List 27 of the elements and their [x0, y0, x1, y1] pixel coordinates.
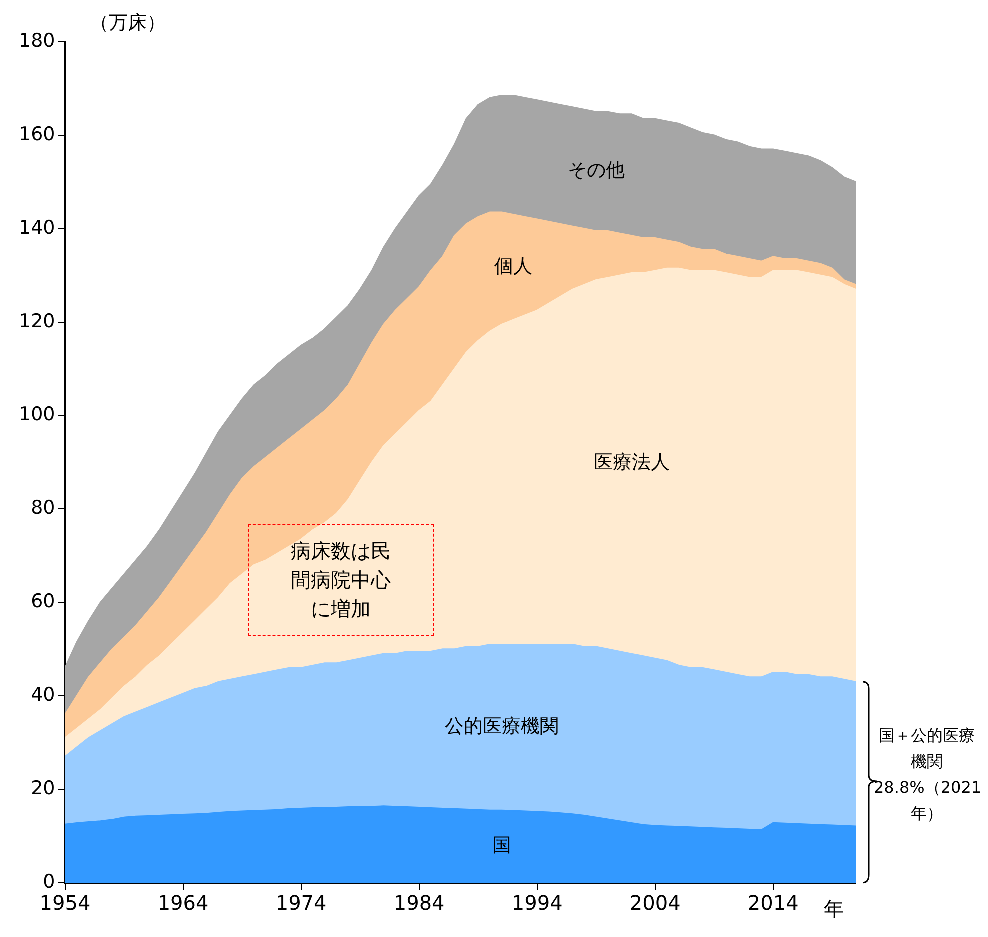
series-label: 医療法人 — [594, 452, 670, 474]
y-tick-label: 40 — [31, 684, 56, 706]
annotation: 病床数は民間病院中心に増加 — [290, 538, 392, 622]
y-tick-label: 60 — [31, 590, 56, 613]
series-label: 公的医療機関 — [444, 716, 559, 738]
y-tick-label: 180 — [19, 30, 56, 52]
y-tick-label: 0 — [43, 870, 56, 893]
text: 国＋公的医療機関28.8%（2021年） — [874, 724, 982, 825]
x-axis-title: 年 — [824, 897, 844, 922]
x-tick-label: 1964 — [158, 891, 209, 916]
x-tick-label: 1954 — [40, 891, 91, 916]
x-tick-label: 2004 — [630, 891, 681, 916]
x-tick-label: 1994 — [512, 891, 563, 916]
y-tick-label: 120 — [19, 310, 56, 332]
series-label: 国 — [492, 834, 512, 857]
y-tick-label: 20 — [31, 777, 56, 800]
y-tick-label: 80 — [31, 497, 56, 520]
series-label: その他 — [568, 160, 625, 182]
y-tick-label: 140 — [19, 216, 56, 239]
x-tick-label: 2014 — [748, 891, 799, 916]
y-tick-label: 160 — [19, 123, 56, 146]
y-tick-label: 100 — [19, 404, 56, 426]
y-axis-title: （万床） — [90, 11, 166, 36]
series-label: 個人 — [494, 255, 533, 278]
x-tick-label: 1974 — [276, 891, 327, 916]
x-tick-label: 1984 — [394, 891, 445, 916]
dashed-box: 病床数は民間病院中心に増加 — [248, 524, 434, 636]
